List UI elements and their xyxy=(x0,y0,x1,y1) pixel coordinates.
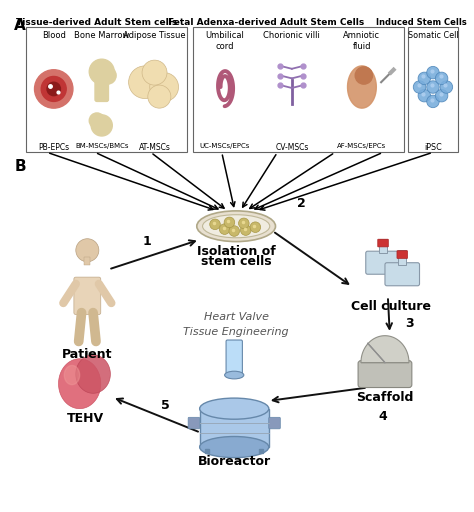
Ellipse shape xyxy=(200,398,269,419)
Circle shape xyxy=(219,224,230,234)
Text: 5: 5 xyxy=(161,399,170,412)
Circle shape xyxy=(41,76,66,101)
FancyBboxPatch shape xyxy=(397,251,408,259)
Text: Somatic Cell: Somatic Cell xyxy=(408,31,458,40)
Circle shape xyxy=(427,81,439,93)
FancyBboxPatch shape xyxy=(226,340,242,376)
Text: 1: 1 xyxy=(143,236,151,248)
Text: Amniotic
fluid: Amniotic fluid xyxy=(344,31,381,51)
Circle shape xyxy=(89,113,105,129)
Circle shape xyxy=(150,73,179,101)
Text: iPSC: iPSC xyxy=(424,143,442,152)
Bar xyxy=(408,28,458,152)
Bar xyxy=(26,28,187,152)
FancyBboxPatch shape xyxy=(188,417,200,429)
Text: Scaffold: Scaffold xyxy=(356,391,414,404)
Text: CV-MSCs: CV-MSCs xyxy=(275,143,309,152)
Text: Adipose Tissue: Adipose Tissue xyxy=(123,31,186,40)
Circle shape xyxy=(229,226,239,237)
Text: Tissue Engineering: Tissue Engineering xyxy=(183,327,289,337)
Bar xyxy=(193,28,404,152)
Circle shape xyxy=(435,90,448,102)
Circle shape xyxy=(128,66,161,98)
FancyBboxPatch shape xyxy=(95,71,109,101)
Circle shape xyxy=(427,95,439,108)
Text: TEHV: TEHV xyxy=(67,413,104,425)
Circle shape xyxy=(99,67,116,84)
Text: Bone Marrow: Bone Marrow xyxy=(74,31,129,40)
Text: UC-MSCs/EPCs: UC-MSCs/EPCs xyxy=(200,143,250,148)
Polygon shape xyxy=(76,355,110,393)
FancyBboxPatch shape xyxy=(385,263,419,286)
Circle shape xyxy=(250,222,261,232)
Polygon shape xyxy=(361,336,409,362)
Circle shape xyxy=(418,90,430,102)
Circle shape xyxy=(148,85,171,108)
Circle shape xyxy=(91,115,112,136)
Text: Chorionic villi: Chorionic villi xyxy=(264,31,320,40)
Circle shape xyxy=(210,219,220,229)
Text: Blood: Blood xyxy=(42,31,66,40)
Circle shape xyxy=(76,239,99,262)
Circle shape xyxy=(35,70,73,108)
Text: Cell culture: Cell culture xyxy=(351,300,431,313)
Circle shape xyxy=(427,67,439,79)
Circle shape xyxy=(418,72,430,84)
Text: Patient: Patient xyxy=(62,348,113,361)
Text: Induced Stem Cells: Induced Stem Cells xyxy=(376,18,467,27)
Text: 4: 4 xyxy=(379,410,387,423)
Circle shape xyxy=(240,225,251,236)
FancyBboxPatch shape xyxy=(358,360,412,388)
Text: Bioreactor: Bioreactor xyxy=(198,455,271,468)
Ellipse shape xyxy=(202,215,270,238)
Text: PB-EPCs: PB-EPCs xyxy=(38,143,69,152)
Text: Umbilical
cord: Umbilical cord xyxy=(205,31,244,51)
Polygon shape xyxy=(347,66,376,108)
Ellipse shape xyxy=(197,211,275,242)
FancyBboxPatch shape xyxy=(269,417,280,429)
Circle shape xyxy=(238,218,249,229)
Text: stem cells: stem cells xyxy=(201,255,272,268)
Bar xyxy=(84,257,90,265)
Ellipse shape xyxy=(200,437,269,458)
Text: 3: 3 xyxy=(406,317,414,330)
Polygon shape xyxy=(64,366,80,385)
FancyBboxPatch shape xyxy=(74,277,101,314)
Bar xyxy=(399,250,406,265)
Circle shape xyxy=(224,217,235,228)
Bar xyxy=(379,239,387,253)
Text: A: A xyxy=(14,18,26,33)
Circle shape xyxy=(355,67,373,84)
Ellipse shape xyxy=(225,371,244,379)
Circle shape xyxy=(89,59,114,84)
Text: AF-MSCs/EPCs: AF-MSCs/EPCs xyxy=(337,143,386,148)
Text: 2: 2 xyxy=(297,197,306,210)
Text: Fetal Adenxa-derived Adult Stem Cells: Fetal Adenxa-derived Adult Stem Cells xyxy=(168,18,364,27)
Bar xyxy=(200,409,269,447)
Text: BM-MSCs/BMCs: BM-MSCs/BMCs xyxy=(75,143,128,148)
Circle shape xyxy=(413,81,426,93)
Circle shape xyxy=(47,82,61,96)
FancyBboxPatch shape xyxy=(366,251,401,274)
Text: Heart Valve: Heart Valve xyxy=(204,312,269,323)
Circle shape xyxy=(435,72,448,84)
Text: AT-MSCs: AT-MSCs xyxy=(138,143,171,152)
Text: Isolation of: Isolation of xyxy=(197,245,275,259)
Circle shape xyxy=(142,60,167,85)
Circle shape xyxy=(440,81,453,93)
Text: Tissue-derived Adult Stem cells: Tissue-derived Adult Stem cells xyxy=(16,18,178,27)
Text: B: B xyxy=(14,159,26,174)
Polygon shape xyxy=(58,359,101,409)
FancyBboxPatch shape xyxy=(378,239,388,247)
